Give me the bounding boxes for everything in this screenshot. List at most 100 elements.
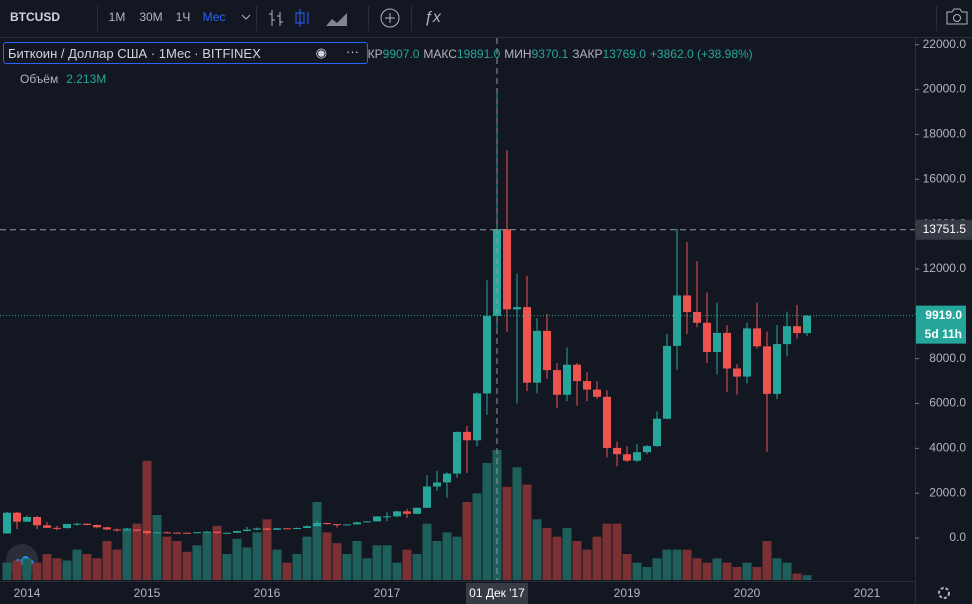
interval[interactable]: Мес: [203, 10, 226, 24]
volume-bar: [242, 547, 252, 580]
y-tick-label: 0.0: [949, 530, 966, 544]
volume-bar: [272, 549, 282, 580]
candle-body: [213, 531, 221, 533]
interval[interactable]: 1Ч: [176, 10, 191, 24]
volume-bar: [652, 558, 662, 580]
candles-icon[interactable]: [295, 9, 309, 27]
volume-bar: [522, 484, 532, 580]
volume-bar: [312, 502, 322, 580]
volume-bar: [772, 558, 782, 580]
candle-body: [683, 295, 691, 313]
candle-body: [333, 524, 341, 526]
candle-body: [353, 522, 361, 525]
area-icon[interactable]: [326, 13, 347, 26]
candle-body: [373, 516, 381, 522]
candle-body: [303, 526, 311, 529]
camera-icon[interactable]: [946, 8, 968, 25]
crosshair-price-box: [916, 219, 972, 240]
candle-body: [783, 326, 791, 345]
volume-bar: [262, 519, 272, 580]
candle-body: [93, 524, 101, 528]
camera-lens: [953, 14, 961, 22]
compare-plus: [385, 13, 395, 23]
ohlc-value: 9907.0: [382, 47, 420, 61]
volume-bar: [322, 532, 332, 580]
candle-body: [603, 396, 611, 448]
legend-title[interactable]: Биткоин / Доллар США · 1Мес · BITFINEX ◉ ·…: [3, 42, 368, 64]
crosshair-date-box: [466, 583, 528, 604]
volume-bar: [562, 528, 572, 580]
candle-body: [443, 473, 451, 483]
symbol[interactable]: BTCUSD: [10, 10, 60, 24]
candle-body: [63, 523, 71, 529]
candle-body: [653, 418, 661, 447]
volume-bar: [602, 523, 612, 580]
candle-body: [773, 344, 781, 394]
candle-body: [513, 307, 521, 310]
bars-icon[interactable]: [269, 10, 283, 26]
volume-bar: [452, 536, 462, 580]
candle-body: [593, 389, 601, 397]
volume-bar: [712, 558, 722, 580]
volume-bar: [682, 549, 692, 580]
indicators-icon[interactable]: ƒx: [424, 9, 442, 26]
candle-body: [23, 516, 31, 522]
volume-bar: [492, 450, 502, 580]
legend-title-text: Биткоин / Доллар США · 1Мес · BITFINEX: [8, 46, 261, 61]
volume-bar: [112, 549, 122, 580]
more-icon[interactable]: ···: [346, 44, 359, 59]
ohlc-value: 19891.0: [456, 47, 501, 61]
candle-body: [393, 511, 401, 517]
candle-body: [563, 364, 571, 395]
candle-body: [673, 295, 681, 346]
candle-body: [763, 346, 771, 394]
volume-bar: [542, 528, 552, 580]
candle-body: [143, 530, 151, 534]
candle-body: [123, 529, 131, 531]
ohlc-value: 9370.1: [531, 47, 569, 61]
candle-body: [703, 322, 711, 352]
price-line-label: 9919.0: [925, 308, 962, 322]
volume-bar: [332, 543, 342, 580]
volume-bar: [152, 515, 162, 580]
ohlc-label: МИН: [504, 47, 532, 61]
eye-icon[interactable]: ◉: [315, 45, 327, 60]
candle-body: [623, 454, 631, 461]
volume-bar: [302, 536, 312, 580]
volume-bar: [252, 532, 262, 580]
interval[interactable]: 30M: [139, 10, 162, 24]
candle-body: [193, 532, 201, 534]
settings-icon[interactable]: [938, 587, 950, 599]
toolbar: [0, 0, 972, 37]
volume-bar: [22, 558, 32, 580]
candle-body: [423, 486, 431, 508]
dropdown-icon[interactable]: [241, 14, 251, 20]
volume-value: 2.213M: [66, 72, 107, 86]
volume-bar: [612, 523, 622, 580]
interval[interactable]: 1M: [109, 10, 126, 24]
volume-bar: [792, 573, 802, 580]
candle-body: [733, 368, 741, 377]
volume-bar: [442, 532, 452, 580]
volume-bar: [672, 549, 682, 580]
volume-bar: [432, 541, 442, 580]
candle-body: [713, 332, 721, 352]
volume-bar: [232, 538, 242, 580]
candle-body: [483, 315, 491, 394]
compare-icon[interactable]: [380, 8, 400, 28]
candle-body: [133, 529, 141, 531]
candle-body: [343, 524, 351, 526]
volume-bar: [692, 558, 702, 580]
volume-bar: [662, 549, 672, 580]
x-tick-label: 2019: [614, 586, 641, 600]
x-tick-label: 2016: [254, 586, 281, 600]
candle-body: [293, 528, 301, 530]
y-tick-label: 2000.0: [929, 485, 966, 499]
candle-body: [223, 532, 231, 534]
plot: [2, 92, 812, 580]
volume-bar: [32, 562, 42, 580]
volume-bar: [802, 575, 812, 580]
candle-body: [83, 523, 91, 525]
volume-bar: [482, 463, 492, 580]
